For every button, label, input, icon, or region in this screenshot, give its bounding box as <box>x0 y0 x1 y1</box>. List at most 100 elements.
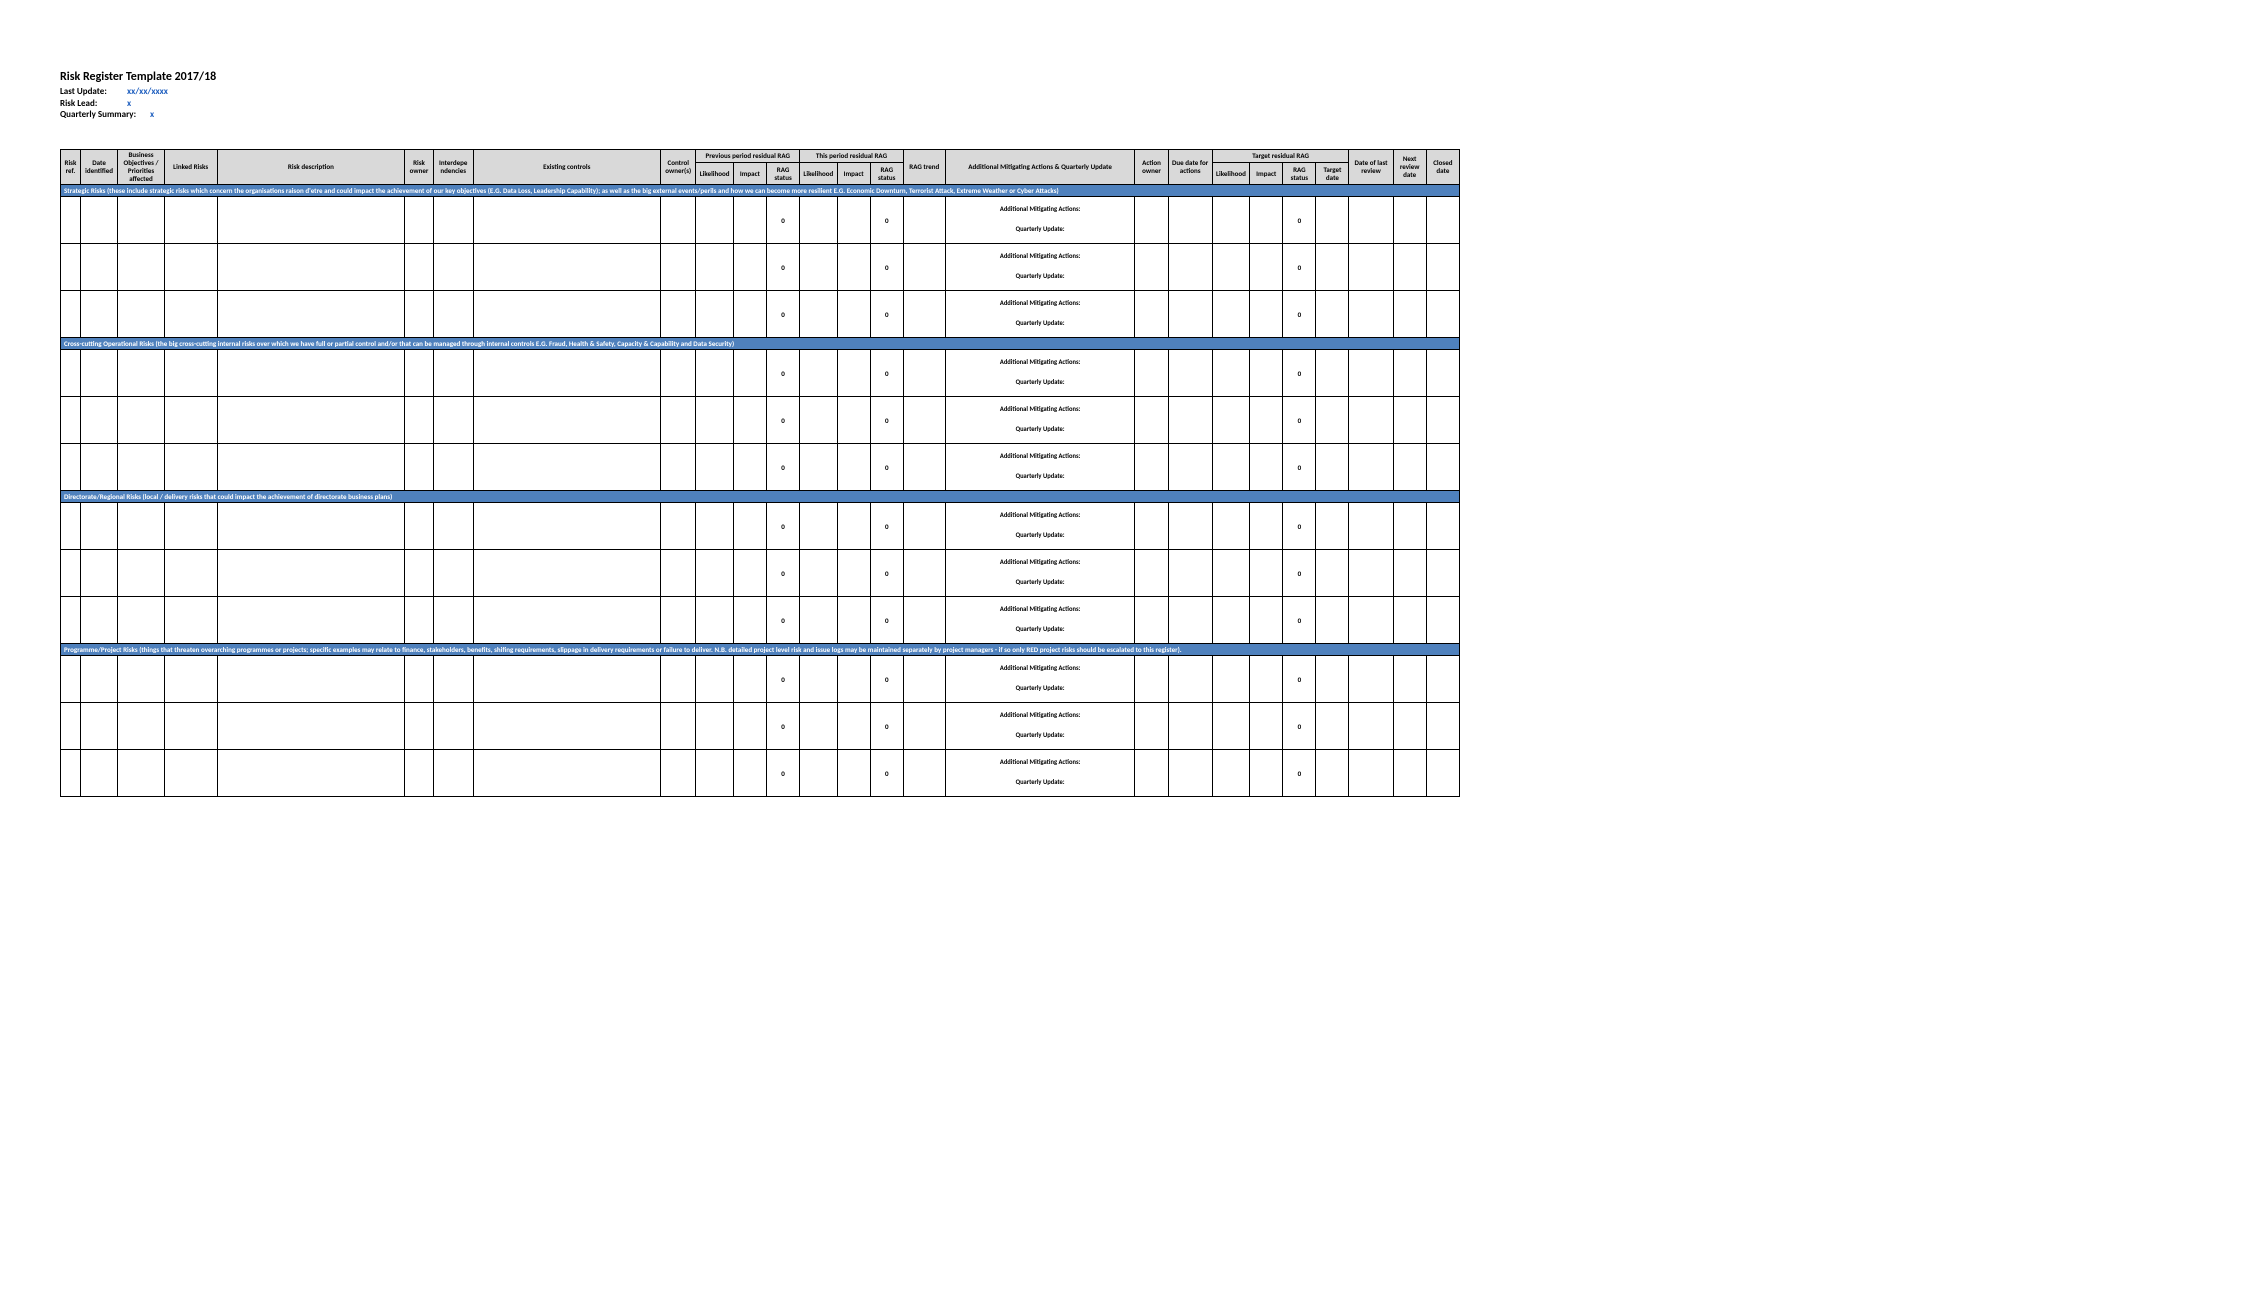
page-title: Risk Register Template 2017/18 <box>60 70 1460 84</box>
cell <box>1250 444 1283 491</box>
quarterly-update-label: Quarterly Update: <box>948 732 1133 740</box>
cell <box>1135 244 1168 291</box>
cell: Additional Mitigating Actions:Quarterly … <box>945 550 1135 597</box>
cell <box>217 444 405 491</box>
cell <box>217 656 405 703</box>
table-row: 00Additional Mitigating Actions:Quarterl… <box>61 503 1460 550</box>
cell <box>473 597 661 644</box>
quarterly-update-label: Quarterly Update: <box>948 626 1133 634</box>
cell <box>1316 444 1349 491</box>
cell <box>1426 550 1459 597</box>
quarterly-summary-value: x <box>150 109 154 120</box>
risk-register-table: Risk ref. Date identified Business Objec… <box>60 149 1460 797</box>
cell <box>405 703 434 750</box>
cell <box>164 550 217 597</box>
cell: 0 <box>870 750 903 797</box>
col-risk-owner: Risk owner <box>405 150 434 185</box>
cell: 0 <box>766 656 799 703</box>
cell <box>1349 397 1393 444</box>
cell <box>800 750 838 797</box>
cell: 0 <box>870 503 903 550</box>
cell <box>1349 244 1393 291</box>
col-control-owner: Control owner(s) <box>661 150 696 185</box>
cell <box>118 703 164 750</box>
cell <box>80 291 118 338</box>
cell <box>164 397 217 444</box>
cell <box>696 197 734 244</box>
cell <box>837 291 870 338</box>
cell <box>1393 197 1426 244</box>
cell <box>80 550 118 597</box>
cell <box>118 550 164 597</box>
cell <box>405 397 434 444</box>
cell <box>473 397 661 444</box>
cell <box>1316 703 1349 750</box>
cell <box>217 503 405 550</box>
cell <box>473 244 661 291</box>
quarterly-update-label: Quarterly Update: <box>948 779 1133 787</box>
cell <box>118 444 164 491</box>
cell <box>733 444 766 491</box>
cell <box>733 750 766 797</box>
additional-actions-label: Additional Mitigating Actions: <box>948 512 1133 520</box>
cell <box>1426 244 1459 291</box>
cell <box>837 350 870 397</box>
cell <box>1426 656 1459 703</box>
cell <box>1168 597 1212 644</box>
cell <box>1250 750 1283 797</box>
cell <box>1393 503 1426 550</box>
cell <box>733 550 766 597</box>
cell <box>405 597 434 644</box>
quarterly-update-label: Quarterly Update: <box>948 379 1133 387</box>
col-existing-controls: Existing controls <box>473 150 661 185</box>
cell <box>800 444 838 491</box>
col-next-review: Next review date <box>1393 150 1426 185</box>
cell <box>473 550 661 597</box>
cell: 0 <box>870 291 903 338</box>
table-row: 00Additional Mitigating Actions:Quarterl… <box>61 197 1460 244</box>
cell: 0 <box>1283 703 1316 750</box>
quarterly-update-label: Quarterly Update: <box>948 685 1133 693</box>
cell: 0 <box>766 550 799 597</box>
cell <box>800 350 838 397</box>
col-action-owner: Action owner <box>1135 150 1168 185</box>
cell <box>733 397 766 444</box>
section-title: Strategic Risks (these include strategic… <box>61 185 1460 197</box>
cell <box>696 444 734 491</box>
cell <box>1349 750 1393 797</box>
cell <box>433 597 473 644</box>
cell <box>1349 597 1393 644</box>
cell <box>1135 597 1168 644</box>
cell <box>433 550 473 597</box>
cell <box>473 197 661 244</box>
cell <box>696 291 734 338</box>
cell <box>164 197 217 244</box>
cell <box>696 350 734 397</box>
cell <box>164 291 217 338</box>
cell <box>837 597 870 644</box>
risk-lead-label: Risk Lead: <box>60 98 125 110</box>
cell <box>433 350 473 397</box>
cell <box>118 750 164 797</box>
col-due-date: Due date for actions <box>1168 150 1212 185</box>
cell <box>903 656 945 703</box>
cell: Additional Mitigating Actions:Quarterly … <box>945 750 1135 797</box>
cell <box>433 656 473 703</box>
cell <box>1168 444 1212 491</box>
cell: Additional Mitigating Actions:Quarterly … <box>945 703 1135 750</box>
table-row: 00Additional Mitigating Actions:Quarterl… <box>61 597 1460 644</box>
cell <box>696 703 734 750</box>
col-target-likelihood: Likelihood <box>1212 162 1250 184</box>
cell <box>473 656 661 703</box>
cell <box>1212 244 1250 291</box>
cell <box>433 197 473 244</box>
cell <box>903 244 945 291</box>
additional-actions-label: Additional Mitigating Actions: <box>948 206 1133 214</box>
cell <box>473 350 661 397</box>
cell <box>1212 397 1250 444</box>
cell <box>433 397 473 444</box>
cell <box>1250 597 1283 644</box>
cell <box>903 597 945 644</box>
cell: 0 <box>1283 656 1316 703</box>
cell <box>1393 550 1426 597</box>
